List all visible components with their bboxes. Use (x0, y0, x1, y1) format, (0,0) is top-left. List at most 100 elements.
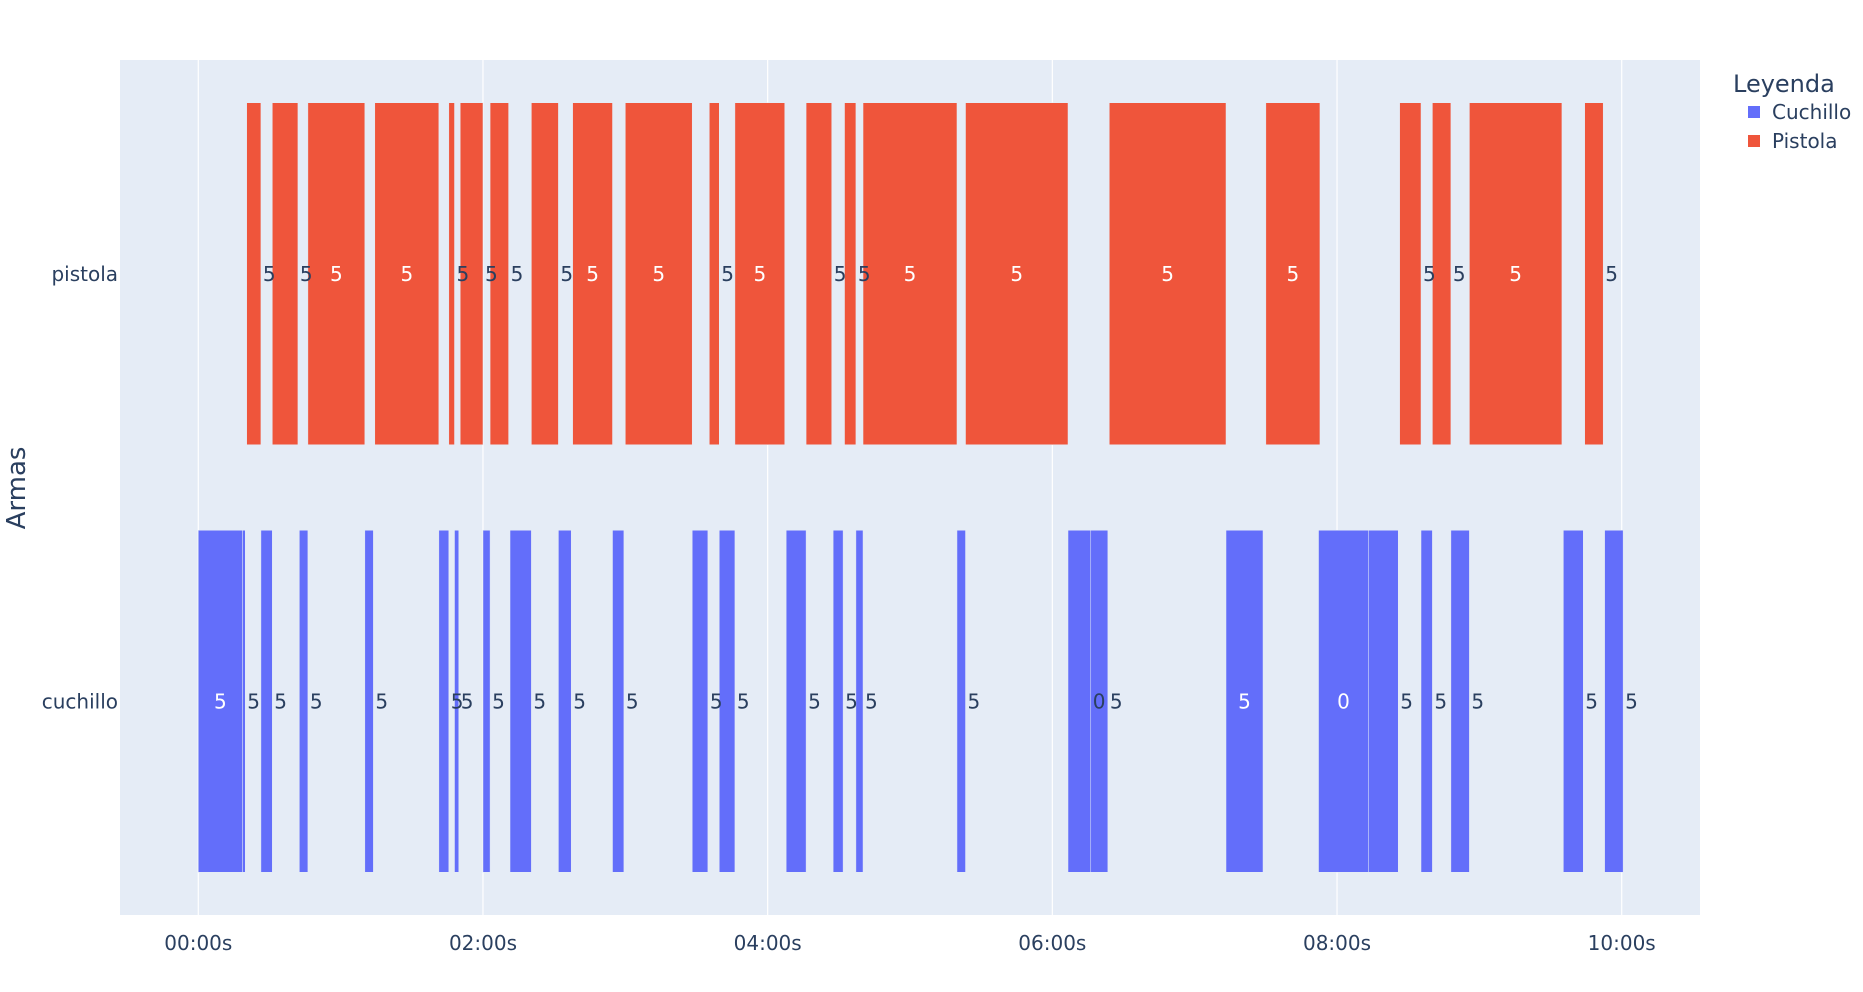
cuchillo-bar-label: 5 (492, 689, 505, 713)
cuchillo-bar (612, 530, 625, 873)
cuchillo-bar-label: 5 (808, 689, 821, 713)
cuchillo-bar (1067, 530, 1092, 873)
y-axis-ticks: pistola cuchillo (42, 262, 118, 714)
cuchillo-bar-label: 5 (845, 689, 858, 713)
cuchillo-bar (1368, 530, 1399, 873)
cuchillo-bar (260, 530, 273, 873)
pistola-bar (734, 102, 785, 445)
pistola-bar-label: 5 (753, 262, 766, 286)
cuchillo-bar-label: 5 (710, 689, 723, 713)
cuchillo-bar-label: 5 (274, 689, 287, 713)
cuchillo-bar-label: 5 (1434, 689, 1447, 713)
x-tick-label: 06:00s (1018, 931, 1086, 955)
cuchillo-bar-label: 0 (1337, 689, 1350, 713)
pistola-bar-label: 5 (263, 262, 276, 286)
bars (198, 102, 1624, 873)
pistola-bar (1469, 102, 1563, 445)
pistola-bar (246, 102, 262, 445)
pistola-bar (459, 102, 484, 445)
pistola-bar (862, 102, 958, 445)
pistola-bar-label: 5 (1161, 262, 1174, 286)
cuchillo-bar-label: 5 (737, 689, 750, 713)
cuchillo-bar (558, 530, 572, 873)
pistola-bar (1399, 102, 1422, 445)
pistola-bar (1584, 102, 1604, 445)
cuchillo-bar (482, 530, 491, 873)
cuchillo-bar-label: 5 (1585, 689, 1598, 713)
y-tick-label-pistola: pistola (51, 262, 118, 286)
x-tick-label: 10:00s (1588, 931, 1656, 955)
pistola-bar-label: 5 (1423, 262, 1436, 286)
cuchillo-bar-label: 5 (451, 689, 464, 713)
cuchillo-bar (719, 530, 736, 873)
pistola-bar-label: 5 (1453, 262, 1466, 286)
cuchillo-bar-label: 5 (865, 689, 878, 713)
pistola-bar (709, 102, 720, 445)
cuchillo-bar-label: 5 (247, 689, 260, 713)
cuchillo-bar (1318, 530, 1369, 873)
cuchillo-bar-label: 5 (310, 689, 323, 713)
pistola-bar (1432, 102, 1452, 445)
cuchillo-bar (1563, 530, 1584, 873)
pistola-bar-label: 5 (904, 262, 917, 286)
pistola-bar (374, 102, 440, 445)
legend: Leyenda Cuchillo Pistola (1733, 70, 1851, 153)
y-tick-label-cuchillo: cuchillo (42, 689, 118, 713)
pistola-bar-label: 5 (400, 262, 413, 286)
x-tick-label: 02:00s (449, 931, 517, 955)
legend-swatch-pistola[interactable] (1748, 135, 1760, 147)
cuchillo-bar (1225, 530, 1264, 873)
legend-label-pistola[interactable]: Pistola (1772, 129, 1838, 153)
pistola-bar-label: 5 (586, 262, 599, 286)
pistola-bar (625, 102, 693, 445)
pistola-bar-label: 5 (652, 262, 665, 286)
pistola-bar-label: 5 (1605, 262, 1618, 286)
legend-swatch-cuchillo[interactable] (1748, 106, 1760, 118)
cuchillo-bar (1450, 530, 1470, 873)
pistola-bar-label: 5 (330, 262, 343, 286)
pistola-bar-label: 5 (834, 262, 847, 286)
cuchillo-bar (242, 530, 246, 873)
pistola-bar-label: 5 (485, 262, 498, 286)
pistola-bar-label: 5 (858, 262, 871, 286)
pistola-bar (965, 102, 1069, 445)
pistola-bar-label: 5 (721, 262, 734, 286)
pistola-bar-label: 5 (511, 262, 524, 286)
cuchillo-bar-label: 5 (214, 689, 227, 713)
pistola-bar-label: 5 (1509, 262, 1522, 286)
cuchillo-bar-label: 5 (533, 689, 546, 713)
bar-labels: 5 5 5 5 5 55 5 5 5 5 5 5 5 5 5 5 0 5 5 0 5 5 5 5 55 5 5 5 5 5 5 5 5 5 5 5 5 5… (214, 262, 1638, 714)
legend-items: Cuchillo Pistola (1748, 100, 1851, 153)
pistola-bar (489, 102, 509, 445)
pistola-bar-label: 5 (560, 262, 573, 286)
pistola-bar-label: 5 (1287, 262, 1300, 286)
pistola-bar (572, 102, 613, 445)
pistola-bar-label: 5 (300, 262, 313, 286)
pistola-bar (307, 102, 366, 445)
cuchillo-bar-label: 5 (968, 689, 981, 713)
x-tick-label: 04:00s (734, 931, 802, 955)
cuchillo-bar-label: 5 (1238, 689, 1251, 713)
cuchillo-bar-label: 5 (461, 689, 474, 713)
cuchillo-bar-label: 5 (573, 689, 586, 713)
pistola-bar-label: 5 (1010, 262, 1023, 286)
cuchillo-bar (1604, 530, 1624, 873)
cuchillo-bar-label: 5 (1625, 689, 1638, 713)
cuchillo-bar (785, 530, 807, 873)
y-axis-title: Armas (2, 447, 32, 530)
x-tick-label: 08:00s (1303, 931, 1371, 955)
pistola-bar (1109, 102, 1227, 445)
cuchillo-bar (438, 530, 450, 873)
cuchillo-bar (1420, 530, 1433, 873)
cuchillo-bar (956, 530, 966, 873)
legend-label-cuchillo[interactable]: Cuchillo (1772, 100, 1851, 124)
pistola-bar (805, 102, 832, 445)
cuchillo-bar-label: 5 (626, 689, 639, 713)
pistola-bar (272, 102, 299, 445)
cuchillo-bar-label: 5 (1400, 689, 1413, 713)
cuchillo-bar (832, 530, 844, 873)
pistola-bar-label: 5 (457, 262, 470, 286)
cuchillo-bar (1090, 530, 1109, 873)
pistola-bar (1265, 102, 1321, 445)
